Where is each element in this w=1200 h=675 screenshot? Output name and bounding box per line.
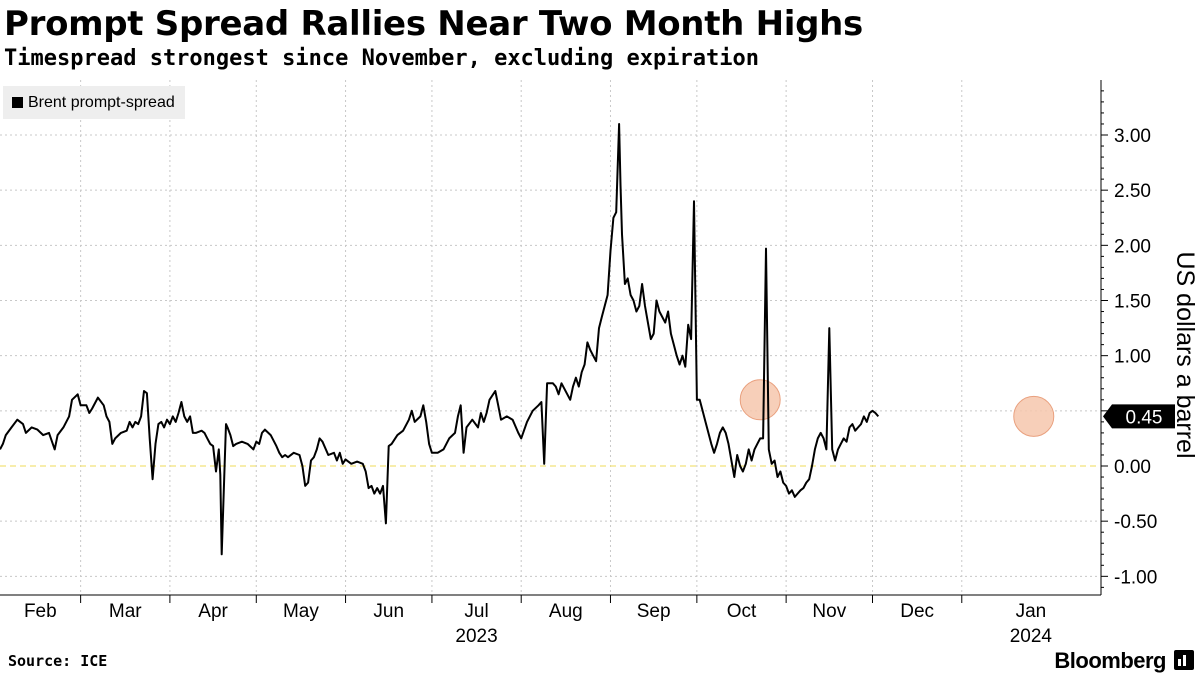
bloomberg-terminal-icon — [1174, 650, 1194, 670]
y-tick-label: 2.50 — [1114, 181, 1151, 202]
x-tick-label: Dec — [900, 601, 934, 622]
y-tick-label: -0.50 — [1114, 512, 1157, 533]
x-tick-label: Jan — [1016, 601, 1047, 622]
last-value-tag — [1103, 404, 1175, 429]
highlight-circle — [1013, 395, 1055, 437]
x-year-label: 2024 — [1010, 626, 1053, 647]
legend-swatch — [12, 97, 23, 108]
y-tick-label: 2.00 — [1114, 236, 1151, 257]
x-tick-label: Oct — [727, 601, 757, 622]
y-tick-label: 1.50 — [1114, 292, 1151, 313]
chart-title: Prompt Spread Rallies Near Two Month Hig… — [4, 4, 863, 44]
x-tick-label: Feb — [24, 601, 57, 622]
chart-subtitle: Timespread strongest since November, exc… — [4, 46, 759, 71]
x-year-label: 2023 — [455, 626, 497, 647]
x-tick-label: Sep — [637, 601, 671, 622]
x-tick-label: May — [283, 601, 319, 622]
y-tick-label: 1.00 — [1114, 347, 1151, 368]
x-tick-label: Aug — [549, 601, 583, 622]
x-tick-label: Nov — [812, 601, 846, 622]
x-tick-label: Mar — [109, 601, 142, 622]
y-tick-label: 0.00 — [1114, 457, 1151, 478]
highlight-circle — [739, 379, 781, 421]
x-tick-label: Apr — [198, 601, 228, 622]
legend: Brent prompt-spread — [3, 86, 185, 119]
last-value-label: 0.45 — [1126, 407, 1163, 428]
brand-logo-text: Bloomberg — [1054, 648, 1166, 673]
x-tick-label: Jul — [464, 601, 488, 622]
source-note: Source: ICE — [8, 652, 108, 670]
x-tick-label: Jun — [373, 601, 404, 622]
legend-label: Brent prompt-spread — [28, 93, 175, 111]
series-line-brent-prompt-spread — [0, 123, 880, 556]
y-axis-title: US dollars a barrel — [1171, 251, 1199, 458]
y-tick-label: 3.00 — [1114, 126, 1151, 147]
y-tick-label: -1.00 — [1114, 567, 1157, 588]
